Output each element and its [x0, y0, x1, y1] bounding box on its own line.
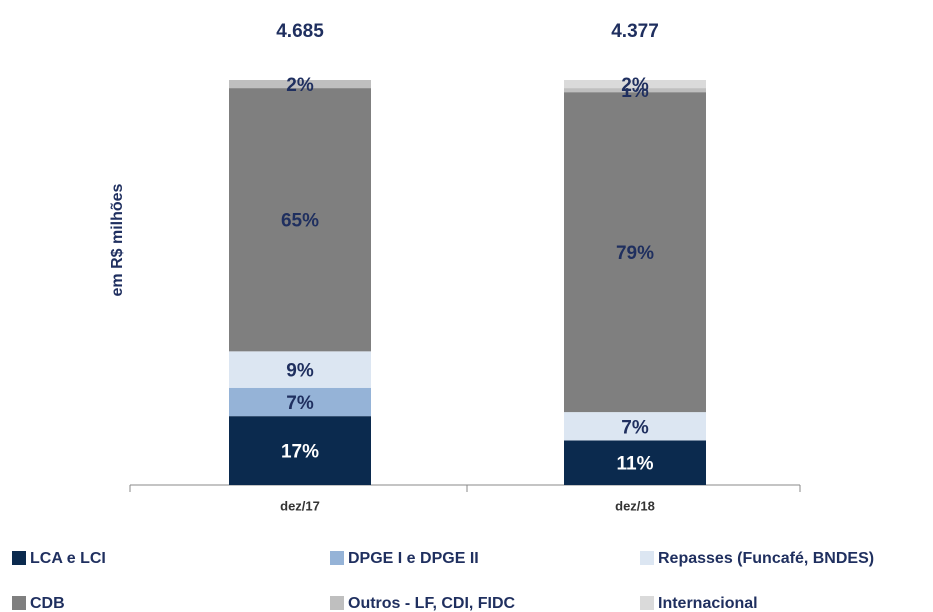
legend-label: LCA e LCI — [30, 550, 106, 567]
total-label: 4.685 — [276, 21, 324, 42]
x-tick-label: dez/17 — [280, 498, 320, 513]
bar-segment — [229, 80, 371, 89]
legend-label: Outros - LF, CDI, FIDC — [348, 595, 516, 612]
data-label: 9% — [286, 361, 314, 382]
bar-segment — [564, 440, 706, 485]
data-label: 7% — [621, 417, 649, 438]
bar-segment — [564, 92, 706, 413]
data-label: 11% — [617, 454, 654, 475]
data-label: 2% — [621, 75, 649, 96]
legend-label: Repasses (Funcafé, BNDES) — [658, 550, 874, 567]
legend-swatch — [12, 596, 26, 610]
legend-swatch — [330, 596, 344, 610]
legend-swatch — [640, 551, 654, 565]
legend-label: CDB — [30, 595, 65, 612]
data-label: 79% — [616, 243, 654, 264]
bar-segment — [564, 80, 706, 89]
x-tick-label: dez/18 — [615, 498, 655, 513]
total-label: 4.377 — [611, 21, 659, 42]
bar-segment — [564, 88, 706, 93]
data-label: 17% — [281, 442, 319, 463]
legend-swatch — [330, 551, 344, 565]
legend-swatch — [12, 551, 26, 565]
bar-segment — [229, 351, 371, 388]
data-label: 65% — [281, 211, 319, 232]
legend-label: DPGE I e DPGE II — [348, 550, 479, 567]
bar-segment — [564, 412, 706, 441]
legend-swatch — [640, 596, 654, 610]
legend-label: Internacional — [658, 595, 758, 612]
bar-segment — [229, 387, 371, 417]
bar-segment — [229, 88, 371, 352]
y-axis-label: em R$ milhões — [109, 183, 126, 296]
bar-segment — [229, 416, 371, 485]
data-label: 2% — [286, 75, 314, 96]
data-label: 7% — [286, 393, 314, 414]
